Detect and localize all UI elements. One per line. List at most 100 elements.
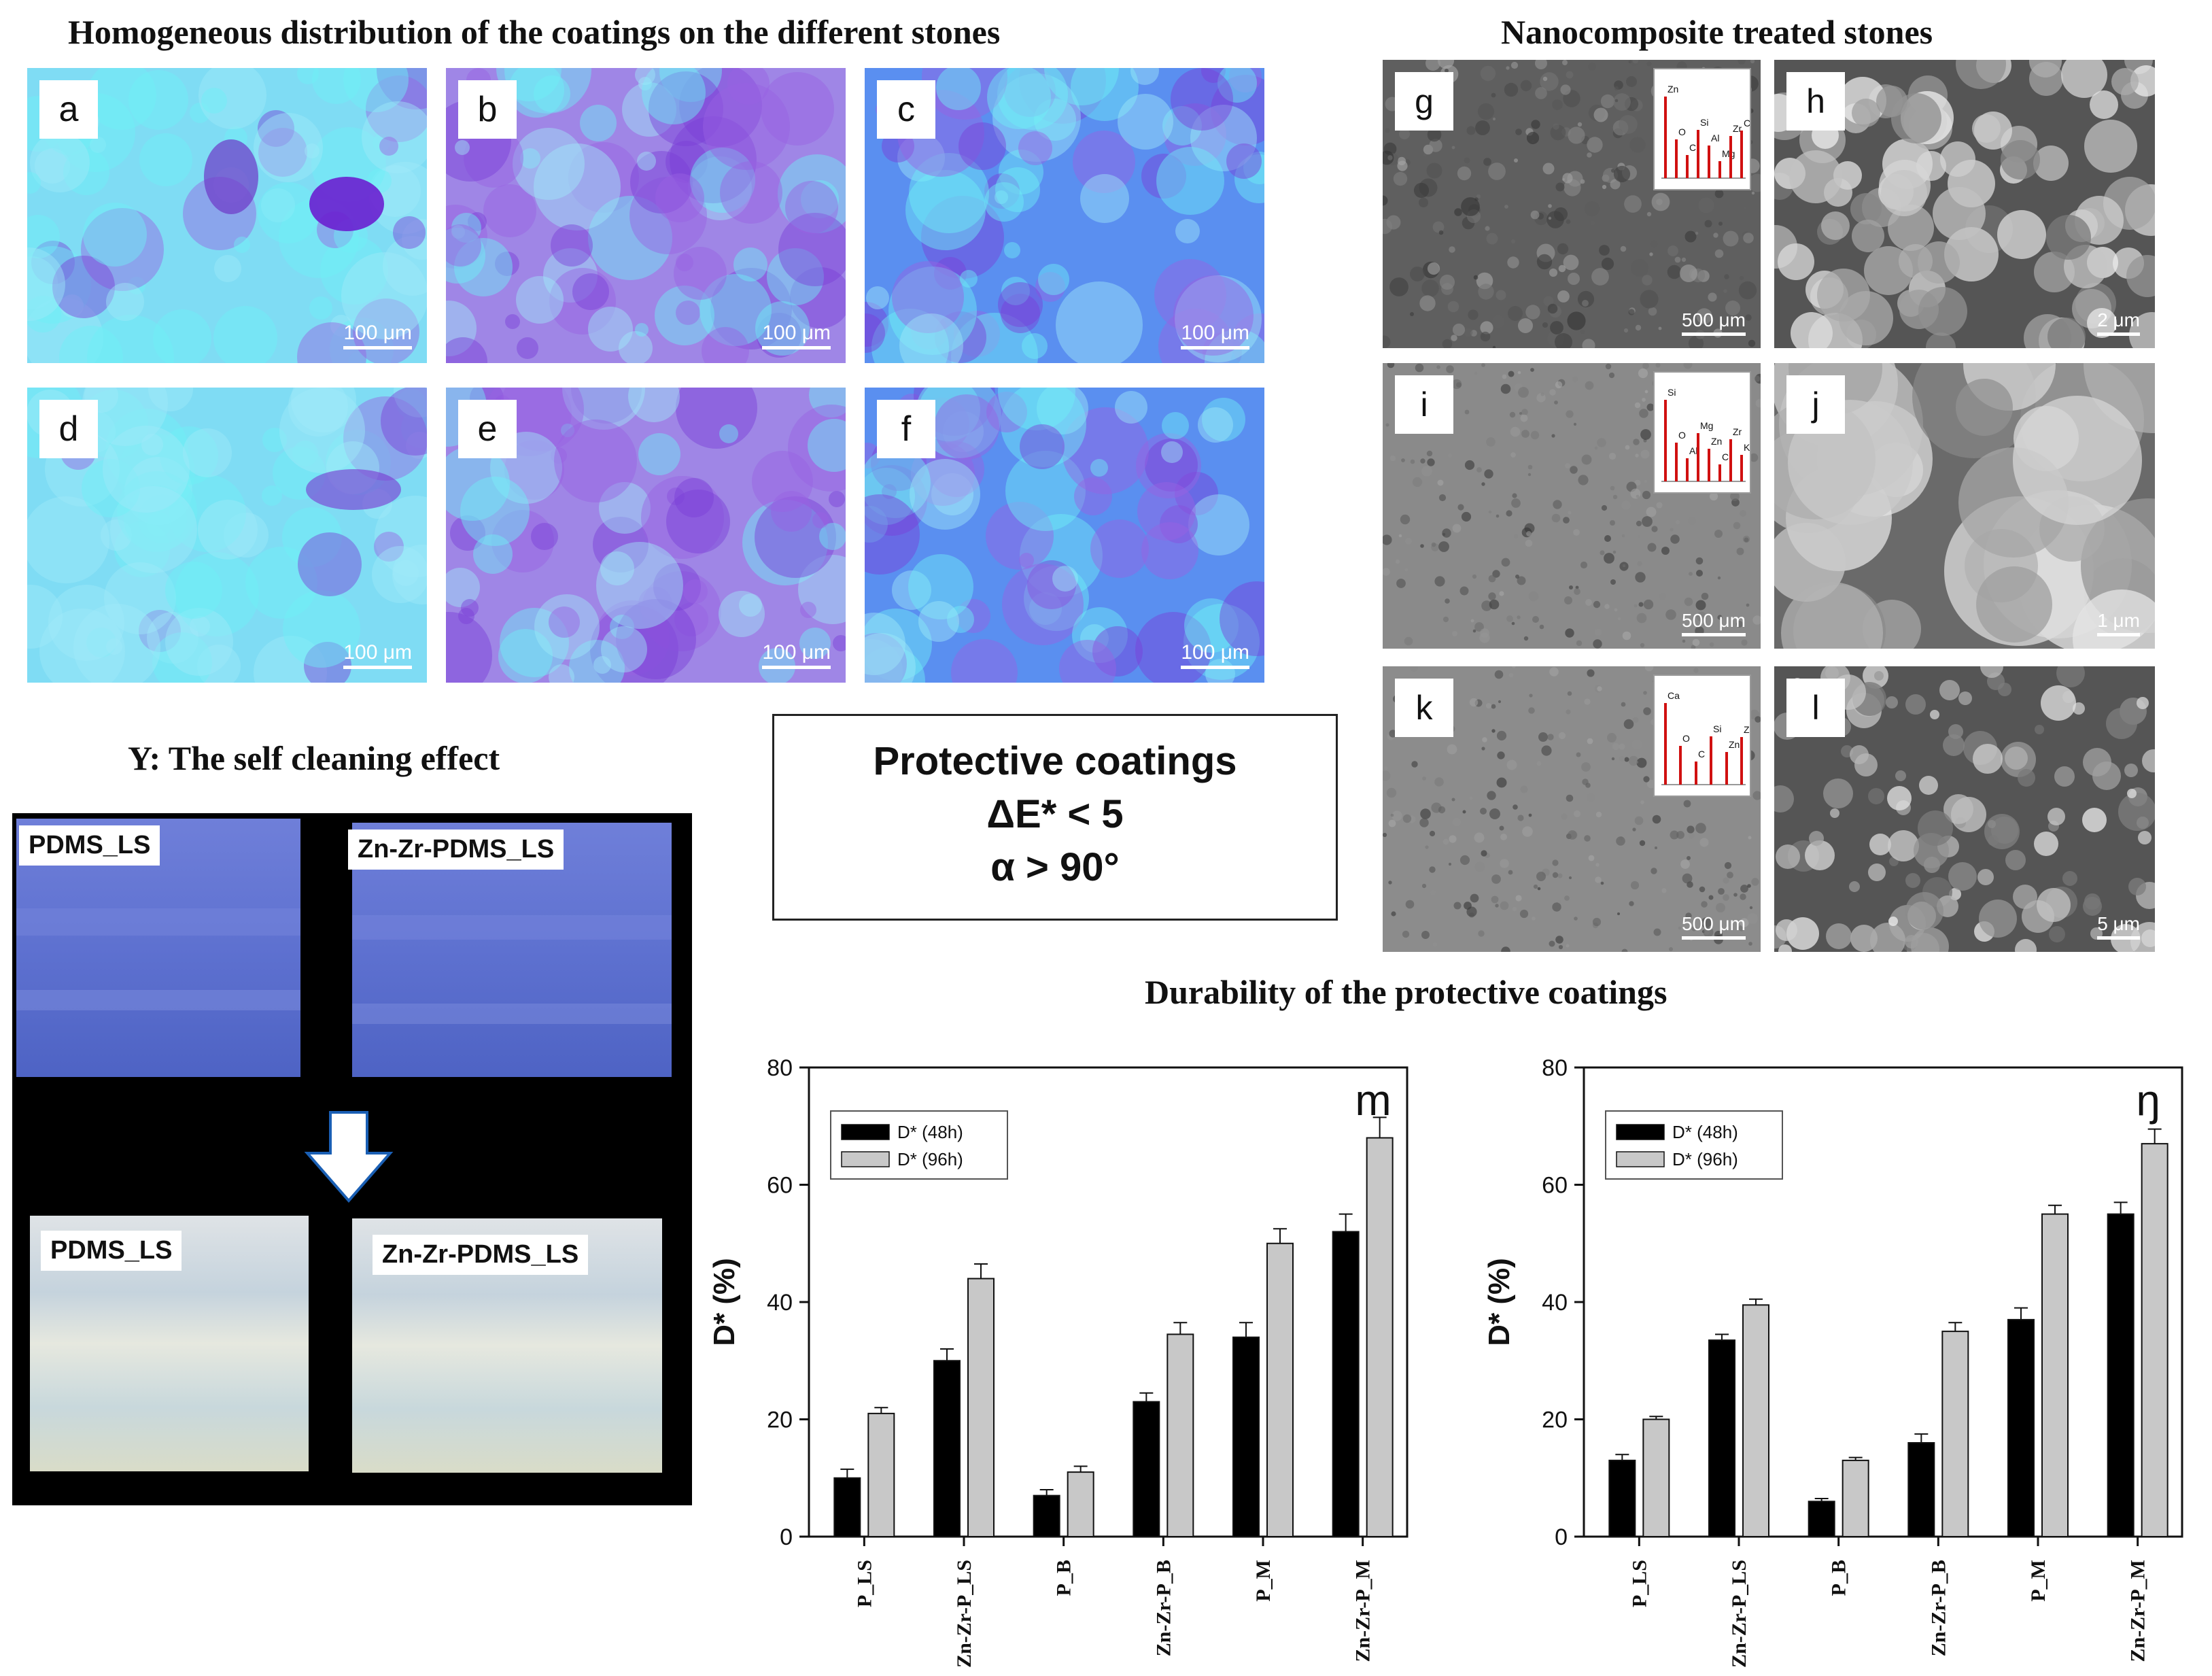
- bar-48h: [1608, 1459, 1636, 1537]
- fluorescence-panel-d: d 100 μm: [27, 388, 427, 683]
- bar-48h: [2007, 1318, 2035, 1537]
- legend-swatch: [1616, 1151, 1665, 1167]
- svg-text:O: O: [1678, 430, 1686, 441]
- tag-bottom-left: PDMS_LS: [41, 1231, 182, 1271]
- eds-spectrum-inset: Ca OC Si Zn Zr: [1653, 674, 1753, 797]
- bar-48h: [2107, 1213, 2135, 1537]
- x-tick-label: Zn-Zr-P_B: [1152, 1560, 1175, 1656]
- x-tick-label: Zn-Zr-P_M: [1352, 1560, 1375, 1662]
- durability-heading: Durability of the protective coatings: [1145, 973, 1667, 1011]
- sem-heading: Nanocomposite treated stones: [1501, 13, 1933, 51]
- protective-coatings-box: Protective coatings ΔE* < 5 α > 90°: [772, 714, 1338, 921]
- scale-bar-label: 100 μm: [343, 322, 412, 344]
- panel-label: b: [458, 80, 517, 139]
- svg-text:Si: Si: [1667, 387, 1676, 398]
- self-cleaning-photo: PDMS_LS Zn-Zr-PDMS_LS PDMS_LS Zn-Zr-PDMS…: [12, 813, 692, 1505]
- scale-bar-label: 500 μm: [1682, 610, 1746, 631]
- fluorescence-panel-e: e 100 μm: [446, 388, 846, 683]
- bar-96h: [2141, 1143, 2168, 1537]
- bar-96h: [867, 1412, 895, 1537]
- tag-bottom-right: Zn-Zr-PDMS_LS: [373, 1235, 589, 1275]
- fluorescence-panel-a: a 100 μm: [27, 68, 427, 363]
- scale-bar: 500 μm: [1682, 913, 1746, 940]
- svg-text:Si: Si: [1700, 117, 1708, 128]
- box-line-2: ΔE* < 5: [986, 792, 1124, 836]
- x-tick-label: Zn-Zr-P_LS: [953, 1560, 975, 1668]
- x-tick-label: P_LS: [853, 1560, 876, 1607]
- scale-bar: 2 μm: [2097, 309, 2140, 336]
- x-tick-label: Zn-Zr-P_B: [1927, 1560, 1950, 1656]
- scale-bar-label: 1 μm: [2097, 610, 2140, 631]
- chart-svg: 0 20 40 60 80 D* (%) ŋ P_LS Zn-Zr-P_LS P_B Zn-Zr-P…: [1483, 1055, 2183, 1668]
- legend-swatch: [841, 1151, 890, 1167]
- bar-48h: [1133, 1401, 1160, 1537]
- bar-96h: [1167, 1333, 1194, 1537]
- panel-letter: ŋ: [2136, 1076, 2160, 1125]
- svg-text:Zr: Zr: [1733, 123, 1742, 134]
- scale-bar: 100 μm: [1181, 322, 1249, 349]
- scale-bar-label: 5 μm: [2097, 913, 2140, 934]
- bar-96h: [2041, 1213, 2069, 1537]
- svg-text:K: K: [1744, 442, 1750, 453]
- box-line-3: α > 90°: [990, 845, 1120, 889]
- x-tick-label: Zn-Zr-P_LS: [1728, 1560, 1750, 1668]
- bar-96h: [1266, 1242, 1294, 1537]
- scale-bar-label: 2 μm: [2097, 309, 2140, 330]
- scale-bar: 100 μm: [762, 641, 831, 669]
- scale-bar: 1 μm: [2097, 610, 2140, 636]
- y-axis-label: D* (%): [708, 1258, 741, 1346]
- scale-bar-label: 100 μm: [762, 322, 831, 344]
- sem-panel-h: h 2 μm: [1774, 60, 2155, 348]
- svg-text:O: O: [1678, 126, 1686, 137]
- bar-96h: [1067, 1471, 1094, 1537]
- y-tick-label: 0: [780, 1524, 793, 1550]
- svg-text:C: C: [1689, 142, 1696, 153]
- bar-96h: [1742, 1304, 1769, 1537]
- bar-48h: [1708, 1339, 1735, 1537]
- svg-text:Zn: Zn: [1711, 436, 1722, 447]
- scale-bar-label: 500 μm: [1682, 913, 1746, 934]
- x-tick-label: P_B: [1053, 1560, 1075, 1596]
- y-tick-label: 80: [1542, 1055, 1568, 1081]
- svg-text:Mg: Mg: [1700, 420, 1713, 431]
- bar-96h: [1366, 1137, 1394, 1537]
- bar-48h: [1907, 1442, 1935, 1537]
- panel-letter: m: [1355, 1076, 1391, 1125]
- y-tick-label: 80: [767, 1055, 793, 1081]
- fluorescence-panel-c: c 100 μm: [865, 68, 1264, 363]
- scale-bar: 500 μm: [1682, 610, 1746, 636]
- scale-bar: 100 μm: [1181, 641, 1249, 669]
- scale-bar-label: 100 μm: [762, 641, 831, 664]
- svg-text:C: C: [1698, 749, 1705, 759]
- scale-bar-label: 100 μm: [343, 641, 412, 664]
- panel-label: a: [39, 80, 98, 139]
- panel-label: e: [458, 400, 517, 458]
- legend-box: [1605, 1110, 1783, 1180]
- scale-bar: 500 μm: [1682, 309, 1746, 336]
- bar-48h: [1232, 1336, 1260, 1537]
- panel-label: j: [1786, 375, 1845, 434]
- bar-96h: [1941, 1331, 1969, 1537]
- svg-text:Ca: Ca: [1744, 118, 1750, 129]
- scale-bar-label: 100 μm: [1181, 322, 1249, 344]
- sem-panel-i: i 500 μm Si O Al Mg Zn C Zr K: [1383, 363, 1761, 649]
- svg-text:Mg: Mg: [1722, 148, 1735, 159]
- bar-96h: [1642, 1418, 1670, 1537]
- legend-label: D* (48h): [897, 1122, 963, 1142]
- legend-swatch: [841, 1124, 890, 1140]
- tag-top-right: Zn-Zr-PDMS_LS: [348, 830, 564, 870]
- durability-chart-n: 0 20 40 60 80 D* (%) ŋ P_LS Zn-Zr-P_LS P_B Zn-Zr-P…: [1448, 1033, 2209, 1673]
- scale-bar-label: 500 μm: [1682, 309, 1746, 330]
- box-line-1: Protective coatings: [873, 739, 1237, 783]
- panel-label: k: [1395, 679, 1453, 737]
- y-tick-label: 40: [767, 1290, 793, 1316]
- svg-text:Al: Al: [1689, 445, 1697, 456]
- legend-box: [830, 1110, 1008, 1180]
- sem-panel-j: j 1 μm: [1774, 363, 2155, 649]
- panel-label: i: [1395, 375, 1453, 434]
- x-tick-label: P_B: [1828, 1560, 1850, 1596]
- scale-bar: 100 μm: [343, 322, 412, 349]
- fluorescence-panel-b: b 100 μm: [446, 68, 846, 363]
- x-tick-label: P_M: [2027, 1560, 2050, 1602]
